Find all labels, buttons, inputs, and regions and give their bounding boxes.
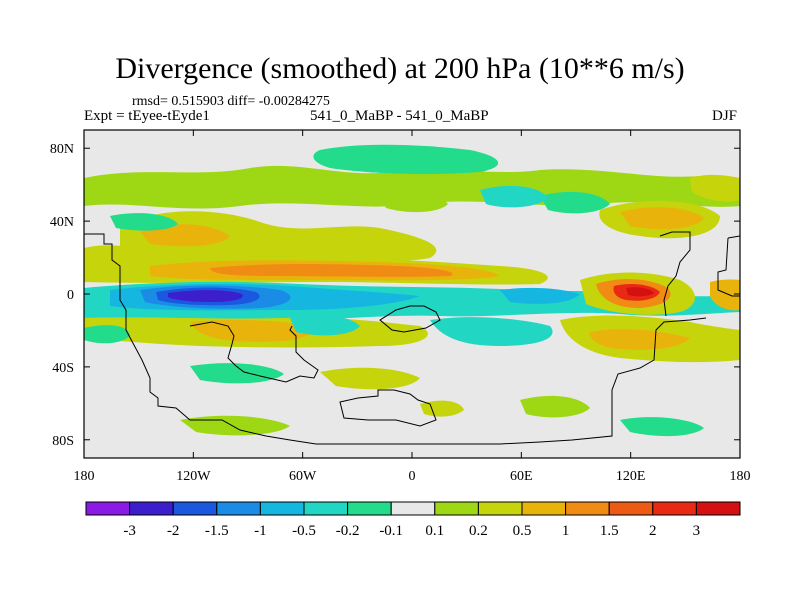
colorbar: -3 -2 -1.5 -1 -0.5 -0.2 -0.1 0.1 0.2 0.5 1 1.5 2 3 [85, 501, 741, 539]
chart-title: Divergence (smoothed) at 200 hPa (10**6 … [115, 52, 685, 85]
colorbar-label: -1.5 [205, 523, 229, 539]
contour-patch [320, 367, 420, 390]
contour-patch [626, 287, 654, 297]
colorbar-swatch [565, 501, 610, 516]
colorbar-swatch [216, 501, 261, 516]
contour-patch [380, 193, 448, 213]
x-tick-label: 60W [289, 469, 317, 484]
colorbar-swatch [85, 501, 131, 516]
contour-patch [110, 213, 178, 231]
contour-patch [480, 185, 548, 208]
contour-patch [430, 317, 553, 346]
colorbar-label: 1.5 [600, 523, 619, 539]
x-tick-label: 180 [730, 469, 751, 484]
contour-patch [290, 315, 360, 336]
contour-patch [140, 224, 230, 247]
contour-patch [500, 287, 580, 304]
x-tick-label: 180 [74, 469, 95, 484]
contour-patch [589, 329, 690, 350]
colorbar-label: -0.1 [379, 523, 403, 539]
colorbar-swatch [652, 501, 697, 516]
colorbar-label: -2 [167, 523, 180, 539]
colorbar-label: -3 [123, 523, 136, 539]
contour-patch [190, 319, 313, 342]
colorbar-swatch [521, 501, 567, 516]
colorbar-swatch [477, 501, 523, 516]
coastline-east-edge [717, 235, 740, 297]
colorbar-label: -1 [254, 523, 267, 539]
contour-patch [620, 417, 704, 437]
y-tick-label: 80S [52, 434, 74, 449]
colorbar-label: 2 [649, 523, 657, 539]
divergence-field [84, 130, 740, 458]
y-tick-label: 80N [50, 142, 74, 157]
colorbar-label: 3 [693, 523, 701, 539]
case-label: 541_0_MaBP - 541_0_MaBP [310, 108, 489, 124]
colorbar-swatch [695, 501, 741, 516]
colorbar-swatch [129, 501, 174, 516]
x-tick-label: 120W [176, 469, 211, 484]
stats-line: rmsd= 0.515903 diff= -0.00284275 [132, 94, 330, 109]
y-tick-label: 40S [52, 361, 74, 376]
colorbar-swatch [347, 501, 392, 516]
colorbar-swatch [390, 501, 436, 516]
coastline-antarctica [339, 389, 437, 427]
x-tick-label: 60E [510, 469, 533, 484]
colorbar-label: -0.2 [336, 523, 360, 539]
contour-patch [180, 415, 290, 436]
x-tick-label: 120E [616, 469, 646, 484]
contour-patch [168, 290, 243, 302]
contour-patch [210, 264, 453, 277]
contour-patch [520, 395, 590, 418]
contour-patch [620, 207, 704, 230]
coastlines [84, 231, 740, 445]
colorbar-label: 0.2 [469, 523, 488, 539]
colorbar-swatch [303, 501, 349, 516]
colorbar-label: 0.1 [425, 523, 444, 539]
x-tick-label: 0 [409, 469, 416, 484]
contour-patch [420, 400, 464, 417]
y-tick-label: 0 [67, 288, 74, 303]
contour-patch [120, 211, 437, 264]
colorbar-swatch [259, 501, 305, 516]
colorbar-label: 1 [562, 523, 570, 539]
colorbar-label: 0.5 [513, 523, 532, 539]
coastline-south-america [189, 321, 319, 383]
contour-patch [84, 325, 130, 344]
experiment-label: Expt = tEyee-tEyde1 [84, 108, 210, 124]
colorbar-swatch [434, 501, 479, 516]
colorbar-swatch [608, 501, 654, 516]
colorbar-label: -0.5 [292, 523, 316, 539]
contour-patch [540, 191, 610, 214]
contour-patch [140, 185, 210, 205]
coastline-americas [84, 233, 707, 445]
colorbar-swatch [172, 501, 218, 516]
contour-patch [190, 363, 284, 384]
y-tick-label: 40N [50, 215, 74, 230]
axis-ticks: 180 120W 60W 0 60E 120E 180 80N 40N 0 40S 80S [50, 130, 751, 484]
coastline-africa [379, 305, 441, 333]
contour-patch [313, 144, 499, 175]
season-label: DJF [712, 108, 738, 124]
coastline-australia [659, 231, 691, 317]
contour-patch [690, 174, 740, 202]
